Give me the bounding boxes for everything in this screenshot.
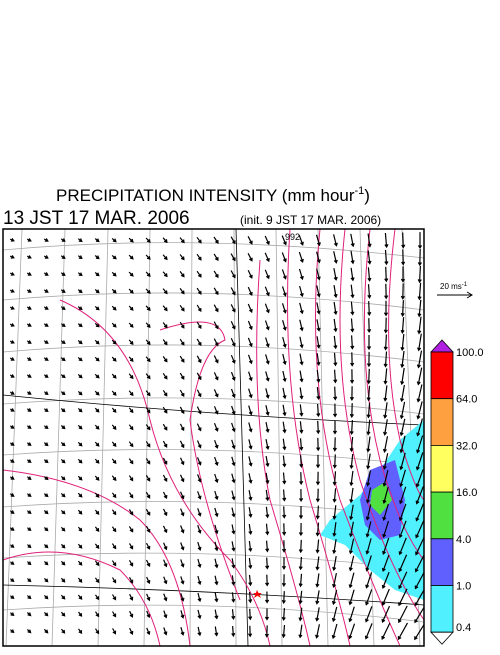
colorbar-label: 64.0 xyxy=(456,394,477,406)
valid-time: 13 JST 17 MAR. 2006 xyxy=(3,208,190,229)
colorbar-label: 16.0 xyxy=(456,487,477,499)
colorbar-segment xyxy=(430,491,454,540)
colorbar-segment xyxy=(430,351,454,400)
wind-arrows xyxy=(9,232,424,641)
colorbar-under xyxy=(430,631,454,645)
colorbar-segment xyxy=(430,585,454,633)
colorbar-segment xyxy=(430,538,454,586)
wind-vectors xyxy=(9,232,424,641)
colorbar-label: 100.0 xyxy=(456,347,484,359)
colorbar: 100.0 64.0 32.0 16.0 4.0 1.0 0.4 xyxy=(430,339,484,645)
vector-legend-sup: -1 xyxy=(462,282,468,288)
precip-heavy xyxy=(370,482,392,515)
colorbar-over xyxy=(430,339,454,353)
colorbar-label: 32.0 xyxy=(456,440,477,452)
vector-legend-text: 20 ms xyxy=(440,282,462,291)
map-frame xyxy=(2,228,425,647)
vector-legend-arrow xyxy=(437,291,473,299)
colorbar-label: 1.0 xyxy=(456,581,471,593)
colorbar-segment xyxy=(430,398,454,446)
colorbar-segment xyxy=(430,444,454,493)
title-close: ) xyxy=(364,186,370,205)
isobars xyxy=(3,229,424,646)
colorbar-label: 4.0 xyxy=(456,534,471,546)
title-text: PRECIPITATION INTENSITY (mm hour xyxy=(56,186,355,205)
graticule xyxy=(3,229,424,646)
title: PRECIPITATION INTENSITY (mm hour-1) xyxy=(56,185,370,205)
location-marker xyxy=(253,590,262,598)
map-area: 992 xyxy=(3,229,424,646)
boundary xyxy=(3,229,424,646)
colorbar-label: 0.4 xyxy=(456,622,471,634)
title-sup: -1 xyxy=(355,185,365,197)
init-time: (init. 9 JST 17 MAR. 2006) xyxy=(240,213,381,227)
vector-legend-label: 20 ms-1 xyxy=(440,282,468,291)
contour-label: 992 xyxy=(285,232,300,242)
